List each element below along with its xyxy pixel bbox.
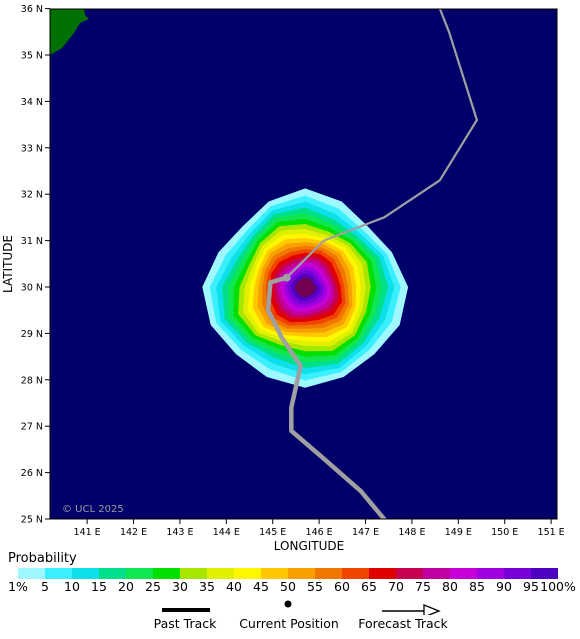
legend-label: 55 bbox=[307, 579, 323, 594]
legend-color-cell bbox=[288, 568, 315, 579]
legend-label: 90 bbox=[496, 579, 512, 594]
legend-color-cell bbox=[450, 568, 477, 579]
longitude-tick-label: 142 E bbox=[120, 527, 147, 538]
longitude-tick-label: 151 E bbox=[538, 527, 565, 538]
forecast-track-swatch bbox=[382, 604, 441, 618]
probability-labels: 1% 5 10 15 20 25 30 35 40 45 50 55 60 65 70 75 80 85 90 95 1… bbox=[0, 579, 580, 595]
longitude-tick-label: 144 E bbox=[213, 527, 240, 538]
legend-label: 30 bbox=[172, 579, 188, 594]
legend-color-cell bbox=[126, 568, 153, 579]
legend-label: 1% bbox=[8, 579, 28, 594]
y-axis-title: LATITUDE bbox=[1, 235, 15, 293]
latitude-tick-label: 36 N bbox=[21, 4, 43, 15]
legend-label: 45 bbox=[253, 579, 269, 594]
longitude-tick-label: 145 E bbox=[259, 527, 286, 538]
legend-color-cell bbox=[72, 568, 99, 579]
legend-label: 25 bbox=[145, 579, 161, 594]
legend-color-cell bbox=[45, 568, 72, 579]
longitude-tick-label: 149 E bbox=[445, 527, 472, 538]
legend-color-cell bbox=[396, 568, 423, 579]
legend-color-cell bbox=[342, 568, 369, 579]
latitude-tick-label: 35 N bbox=[21, 51, 43, 62]
legend-label: 100% bbox=[540, 579, 576, 594]
latitude-tick-label: 30 N bbox=[21, 283, 43, 294]
longitude-tick-label: 147 E bbox=[352, 527, 379, 538]
legend-color-cell bbox=[18, 568, 45, 579]
x-axis-title: LONGITUDE bbox=[274, 539, 344, 553]
legend-color-cell bbox=[423, 568, 450, 579]
longitude-axis: 141 E 142 E 143 E 144 E 145 E 146 E 147 E 148 E… bbox=[74, 519, 565, 538]
latitude-tick-label: 32 N bbox=[21, 190, 43, 201]
land-mass bbox=[50, 9, 89, 55]
legend-label: 95 bbox=[523, 579, 539, 594]
key-forecast-track: Forecast Track bbox=[358, 597, 480, 633]
legend-color-cell bbox=[234, 568, 261, 579]
latitude-tick-label: 29 N bbox=[21, 329, 43, 340]
legend-color-cell bbox=[369, 568, 396, 579]
past-track-swatch bbox=[162, 608, 210, 612]
map-frame bbox=[49, 8, 558, 520]
key-current-position: Current Position bbox=[230, 597, 350, 633]
legend-color-cell bbox=[531, 568, 558, 579]
legend-label: 70 bbox=[388, 579, 404, 594]
legend-color-cell bbox=[477, 568, 504, 579]
legend-color-cell bbox=[153, 568, 180, 579]
probability-color-bar bbox=[18, 568, 558, 579]
latitude-tick-label: 27 N bbox=[21, 422, 43, 433]
legend-label: 20 bbox=[118, 579, 134, 594]
past-track-line bbox=[265, 275, 387, 519]
legend-label: 35 bbox=[199, 579, 215, 594]
key-past-track: Past Track bbox=[120, 597, 240, 633]
legend-label: 80 bbox=[442, 579, 458, 594]
legend-label: 10 bbox=[64, 579, 80, 594]
legend-color-cell bbox=[207, 568, 234, 579]
forecast-track-label: Forecast Track bbox=[358, 616, 448, 631]
probability-rings bbox=[202, 188, 409, 388]
longitude-tick-label: 150 E bbox=[491, 527, 518, 538]
legend-color-cell bbox=[261, 568, 288, 579]
legend-color-cell bbox=[99, 568, 126, 579]
latitude-tick-label: 26 N bbox=[21, 468, 43, 479]
legend-color-cell bbox=[504, 568, 531, 579]
legend-label: 75 bbox=[415, 579, 431, 594]
current-position-marker bbox=[282, 273, 291, 282]
legend-label: 60 bbox=[334, 579, 350, 594]
legend-label: 40 bbox=[226, 579, 242, 594]
legend-label: 50 bbox=[280, 579, 296, 594]
legend-label: 15 bbox=[91, 579, 107, 594]
longitude-tick-label: 141 E bbox=[74, 527, 101, 538]
forecast-track-line bbox=[285, 9, 478, 279]
latitude-tick-label: 28 N bbox=[21, 375, 43, 386]
legend-label: 65 bbox=[361, 579, 377, 594]
latitude-tick-label: 31 N bbox=[21, 236, 43, 247]
current-position-label: Current Position bbox=[239, 616, 339, 631]
probability-ring-100 bbox=[294, 277, 316, 298]
legend-title: Probability bbox=[8, 551, 77, 566]
past-track-label: Past Track bbox=[153, 616, 217, 631]
longitude-tick-label: 143 E bbox=[166, 527, 193, 538]
latitude-axis: 25 N 26 N 27 N 28 N 29 N 30 N 31 N 32 N 33 N 34 N… bbox=[21, 4, 50, 526]
legend-color-cell bbox=[315, 568, 342, 579]
longitude-tick-label: 148 E bbox=[398, 527, 425, 538]
latitude-tick-label: 25 N bbox=[21, 515, 43, 526]
legend-color-cell bbox=[180, 568, 207, 579]
latitude-tick-label: 34 N bbox=[21, 97, 43, 108]
legend-label: 5 bbox=[41, 579, 49, 594]
current-position-swatch bbox=[284, 600, 292, 608]
longitude-tick-label: 146 E bbox=[306, 527, 333, 538]
legend-label: 85 bbox=[469, 579, 485, 594]
copyright-text: © UCL 2025 bbox=[62, 504, 124, 515]
latitude-tick-label: 33 N bbox=[21, 143, 43, 154]
